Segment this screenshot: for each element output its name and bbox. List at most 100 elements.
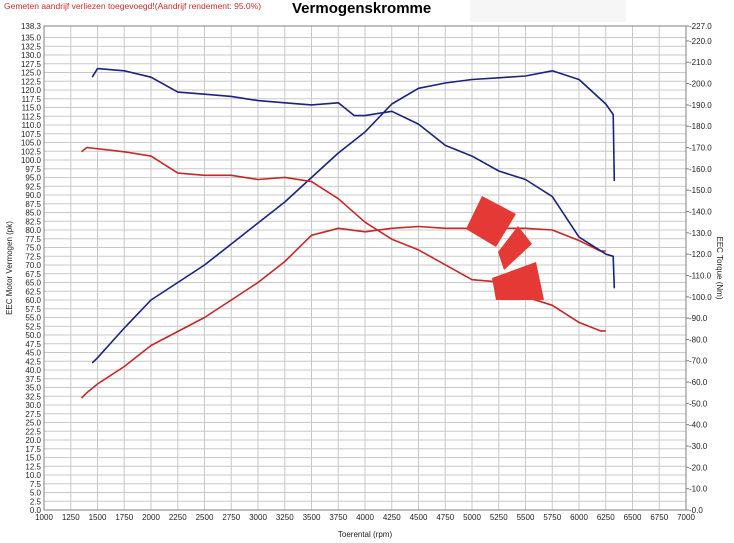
left-tick-label: 12.5 — [25, 462, 41, 471]
left-tick-label: 80.0 — [25, 226, 41, 235]
left-tick-label: 127.5 — [21, 60, 42, 69]
right-tick-label: -130.0 — [689, 229, 712, 238]
left-tick-label: 120.0 — [21, 86, 42, 95]
left-tick-label: 72.5 — [25, 252, 41, 261]
left-tick-label: 10.0 — [25, 471, 41, 480]
x-tick-label: 1750 — [115, 513, 133, 522]
left-tick-label: 0.0 — [30, 506, 42, 515]
logo-segment-2 — [498, 226, 532, 270]
left-tick-label: 92.5 — [25, 182, 41, 191]
left-tick-label: 7.5 — [30, 480, 42, 489]
right-tick-label: -30.0 — [689, 442, 708, 451]
series-group — [80, 67, 616, 399]
x-axis-ticks: 1000 1250 1500 1750 2000 2250 2500 2750 3000 3250… — [35, 513, 695, 522]
right-tick-label: -200.0 — [689, 80, 712, 89]
x-tick-label: 6250 — [597, 513, 615, 522]
left-tick-label: 62.5 — [25, 287, 41, 296]
power-curve-run-1 — [91, 70, 616, 364]
left-tick-label: 90.0 — [25, 191, 41, 200]
right-axis-title: EEC Torque (Nm) — [715, 237, 724, 300]
right-tick-label: -120.0 — [689, 250, 712, 259]
x-tick-label: 2000 — [142, 513, 160, 522]
left-tick-label: 25.0 — [25, 419, 41, 428]
right-tick-label: -10.0 — [689, 485, 708, 494]
x-tick-label: 1250 — [62, 513, 80, 522]
left-tick-label: 17.5 — [25, 445, 41, 454]
right-tick-label: -110.0 — [689, 271, 712, 280]
left-tick-label: 107.5 — [21, 130, 42, 139]
x-tick-label: 5750 — [543, 513, 561, 522]
left-tick-label: 135.0 — [21, 34, 42, 43]
left-tick-label: 35.0 — [25, 384, 41, 393]
left-tick-label: 117.5 — [22, 95, 42, 104]
x-tick-label: 6000 — [570, 513, 588, 522]
x-tick-label: 4500 — [410, 513, 428, 522]
left-tick-label: 20.0 — [25, 436, 41, 445]
brand-logo-arc — [466, 196, 544, 300]
left-tick-label: 37.5 — [25, 375, 41, 384]
right-tick-label: -40.0 — [689, 421, 708, 430]
left-tick-label: 5.0 — [30, 489, 42, 498]
right-tick-label: -100.0 — [689, 293, 712, 302]
right-tick-label: -227.0 — [689, 22, 712, 31]
right-tick-label: -80.0 — [689, 335, 708, 344]
left-tick-label: 122.5 — [21, 77, 42, 86]
left-tick-label: 100.0 — [21, 156, 42, 165]
right-tick-label: -210.0 — [689, 58, 712, 67]
left-tick-label: 32.5 — [25, 392, 41, 401]
right-tick-label: -60.0 — [689, 378, 708, 387]
grid-lines — [43, 25, 687, 511]
x-tick-label: 5500 — [517, 513, 535, 522]
right-tick-label: -190.0 — [689, 101, 712, 110]
left-tick-label: 82.5 — [25, 217, 41, 226]
logo-segment-3 — [492, 262, 544, 300]
left-tick-label: 52.5 — [25, 322, 41, 331]
right-tick-label: -90.0 — [689, 314, 708, 323]
chart-title: Vermogenskromme — [292, 0, 432, 17]
left-tick-label: 47.5 — [25, 340, 41, 349]
right-tick-label: -150.0 — [689, 186, 712, 195]
left-tick-label: 57.5 — [25, 305, 41, 314]
left-tick-label: 130.0 — [21, 51, 42, 60]
left-tick-label: 87.5 — [25, 200, 41, 209]
left-tick-label: 60.0 — [25, 296, 41, 305]
left-tick-label: 102.5 — [21, 147, 42, 156]
left-tick-label: 125.0 — [21, 69, 42, 78]
left-tick-label: 70.0 — [25, 261, 41, 270]
left-tick-label: 85.0 — [25, 209, 41, 218]
left-tick-label: 65.0 — [25, 279, 41, 288]
left-tick-label: 105.0 — [21, 139, 42, 148]
right-tick-label: -50.0 — [689, 399, 708, 408]
x-tick-label: 3250 — [276, 513, 294, 522]
right-tick-label: -140.0 — [689, 207, 712, 216]
left-tick-label: 75.0 — [25, 244, 41, 253]
left-tick-label: 115.0 — [22, 104, 42, 113]
left-axis-ticks: 0.02.55.07.510.012.515.017.520.022.525.0… — [21, 22, 42, 515]
left-tick-label: 138.3 — [21, 22, 42, 31]
left-tick-label: 67.5 — [25, 270, 41, 279]
x-tick-label: 7000 — [677, 513, 695, 522]
right-tick-label: -180.0 — [689, 122, 712, 131]
torque-curve-run-1 — [91, 67, 616, 289]
left-tick-label: 22.5 — [25, 427, 41, 436]
left-tick-label: 55.0 — [25, 314, 41, 323]
x-tick-label: 5000 — [463, 513, 481, 522]
left-tick-label: 15.0 — [25, 454, 41, 463]
left-tick-label: 2.5 — [30, 497, 42, 506]
header-blank-box — [470, 0, 626, 22]
x-tick-label: 3750 — [329, 513, 347, 522]
plot-frame — [43, 25, 687, 511]
left-tick-label: 95.0 — [25, 174, 41, 183]
right-tick-label: -170.0 — [689, 144, 712, 153]
x-tick-label: 3000 — [249, 513, 267, 522]
left-tick-label: 50.0 — [25, 331, 41, 340]
left-tick-label: 42.5 — [25, 357, 41, 366]
x-tick-label: 1500 — [89, 513, 107, 522]
x-tick-label: 3500 — [303, 513, 321, 522]
right-axis-ticks: -0.0 -10.0 -20.0 -30.0 -40.0 -50.0 -60.0 -70.0 -… — [686, 22, 712, 515]
x-tick-label: 2750 — [222, 513, 240, 522]
x-axis-title: Toerental (rpm) — [338, 530, 393, 539]
left-tick-label: 132.5 — [21, 42, 42, 51]
left-tick-label: 30.0 — [25, 401, 41, 410]
